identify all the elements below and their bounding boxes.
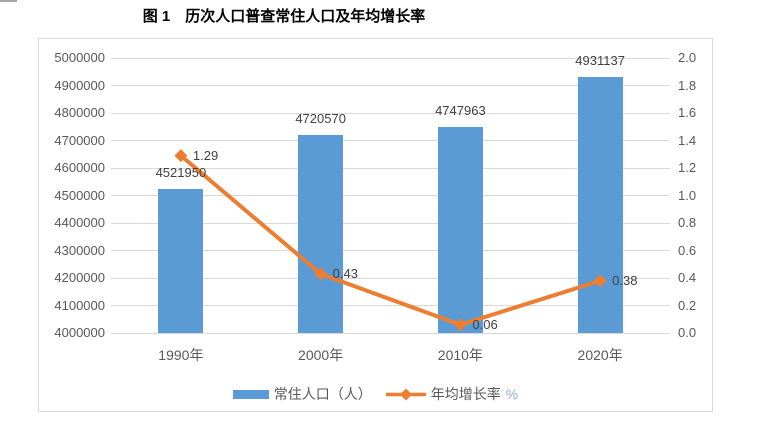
- x-axis-label: 1990年: [158, 347, 204, 363]
- gridline: [111, 85, 670, 86]
- x-axis-label: 2020年: [577, 347, 623, 363]
- y-axis-tick-label-right: 0.8: [678, 215, 697, 230]
- y-axis-tick-label-right: 0.2: [678, 297, 697, 313]
- gridline: [111, 112, 670, 114]
- y-axis-tick-label-right: 1.8: [678, 77, 697, 93]
- chart-frame: 5000000 2.0 4900000 1.8 4800000 1.6 4700000 1.4…: [38, 38, 713, 412]
- y-axis-tick-label-left: 4200000: [54, 270, 105, 285]
- bar: [298, 134, 344, 333]
- x-axis-label: 2010年: [437, 347, 483, 363]
- legend: 常住人口（人） 年均增长率%: [39, 384, 712, 404]
- y-axis-tick-label-left: 4900000: [54, 77, 105, 93]
- plot-area: 5000000 2.0 4900000 1.8 4800000 1.6 4700000 1.4…: [39, 39, 712, 411]
- bar-legend-swatch-icon: [232, 389, 269, 399]
- y-axis-tick-label-right: 1.0: [678, 187, 697, 203]
- x-axis-label: 2000年: [298, 347, 344, 363]
- legend-label-population: 常住人口（人）: [273, 386, 372, 402]
- y-axis-tick-label-left: 4300000: [54, 242, 105, 258]
- y-axis-tick-label-left: 4000000: [54, 325, 105, 340]
- bar: [437, 127, 483, 333]
- legend-item-population: 常住人口（人）: [232, 384, 372, 404]
- y-axis-tick-label-left: 5000000: [54, 50, 105, 65]
- y-axis-tick-label-left: 4700000: [54, 132, 105, 148]
- y-axis-tick-label-right: 0.4: [678, 270, 697, 285]
- y-axis-tick-label-left: 4600000: [54, 160, 105, 175]
- gridline: [111, 57, 670, 59]
- y-axis-tick-label-right: 0.6: [678, 242, 697, 258]
- line-diamond-legend-swatch-icon: [385, 388, 426, 400]
- y-axis-tick-label-left: 4800000: [54, 105, 105, 120]
- legend-label-percent-suffix: %: [505, 386, 519, 402]
- scan-artifact-mark: [0, 0, 17, 2]
- y-axis-tick-label-right: 2.0: [678, 50, 697, 65]
- bar: [158, 189, 204, 333]
- y-axis-tick-label-right: 1.6: [678, 105, 697, 120]
- y-axis-tick-label-right: 1.2: [678, 160, 697, 175]
- y-axis-tick-label-right: 0.0: [678, 325, 697, 340]
- chart-title: 图 1 历次人口普查常住人口及年均增长率: [142, 8, 426, 25]
- legend-label-growth-rate: 年均增长率: [430, 386, 501, 402]
- gridline: [111, 332, 670, 334]
- legend-item-growth-rate: 年均增长率%: [385, 384, 519, 404]
- bar: [577, 76, 623, 333]
- gridline: [111, 140, 670, 141]
- y-axis-tick-label-right: 1.4: [678, 132, 697, 148]
- y-axis-tick-label-left: 4400000: [54, 215, 105, 230]
- y-axis-tick-label-left: 4500000: [54, 187, 105, 203]
- y-axis-tick-label-left: 4100000: [54, 297, 105, 313]
